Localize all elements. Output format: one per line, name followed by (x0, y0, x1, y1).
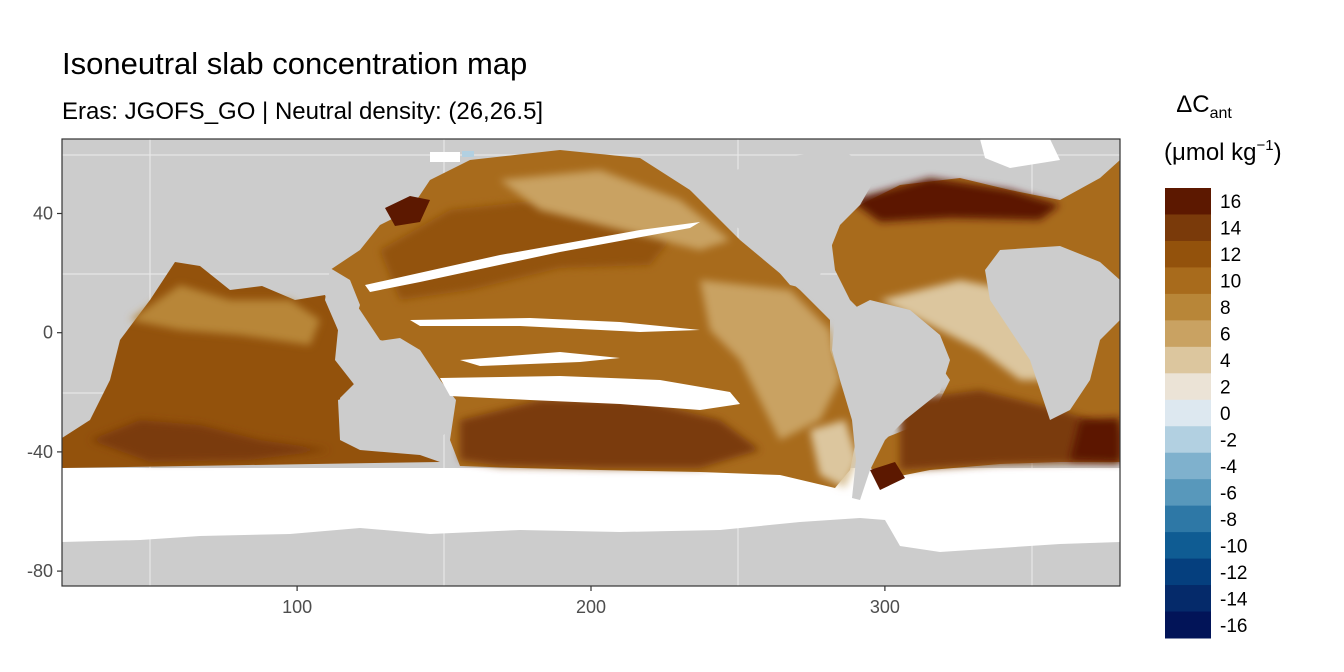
atlantic-south-deep (1070, 418, 1120, 462)
legend-label: -8 (1220, 510, 1237, 531)
legend-swatch (1165, 267, 1211, 295)
legend-unit-exp: −1 (1257, 137, 1274, 154)
y-tick-label: -80 (27, 561, 53, 581)
legend: ΔCant (μmol kg−1) 16 14 12 10 8 6 4 2 0 -2 -4 -6 -8 -… (1164, 91, 1282, 639)
y-tick-label: 40 (33, 204, 53, 224)
map-panel (62, 139, 1120, 586)
legend-swatch (1165, 532, 1211, 560)
legend-label: 12 (1220, 245, 1241, 266)
x-tick-label: 100 (282, 597, 312, 617)
legend-swatch (1165, 188, 1211, 215)
legend-swatch (1165, 505, 1211, 533)
chart-subtitle: Eras: JGOFS_GO | Neutral density: (26,26… (62, 98, 543, 125)
atlantic-south-dark (900, 390, 1120, 470)
legend-label: 4 (1220, 351, 1231, 372)
pacific-south-dark (460, 400, 760, 468)
legend-label: -2 (1220, 430, 1237, 451)
legend-bins: 16 14 12 10 8 6 4 2 0 -2 -4 -6 -8 -10 -12 -14 -16 (1165, 188, 1248, 639)
legend-label: -4 (1220, 457, 1237, 478)
legend-swatch (1165, 399, 1211, 427)
x-axis: 100 200 300 (282, 586, 900, 617)
legend-label: -16 (1220, 616, 1247, 637)
arctic-blue-spot (462, 151, 474, 157)
legend-label: 10 (1220, 272, 1241, 293)
arctic-spot (430, 152, 460, 162)
pacific-streak-4 (440, 376, 740, 410)
legend-swatch (1165, 240, 1211, 268)
pacific-streak-2 (410, 318, 700, 332)
maritime-continent (325, 268, 420, 362)
legend-label: 0 (1220, 404, 1231, 425)
y-axis: 40 0 -40 -80 (27, 204, 62, 581)
atlantic-falklands-dark (870, 462, 905, 490)
arctic-ice-patch (980, 139, 1060, 168)
japan-dark-patch (385, 196, 430, 226)
x-tick-label: 300 (870, 597, 900, 617)
pacific-east-light (700, 280, 840, 440)
legend-swatch (1165, 373, 1211, 401)
legend-swatch (1165, 214, 1211, 242)
legend-label: -10 (1220, 536, 1247, 557)
legend-label: 14 (1220, 219, 1242, 240)
atlantic-north-dark (850, 178, 1060, 222)
x-tick-label: 200 (576, 597, 606, 617)
legend-label: 16 (1220, 192, 1241, 213)
legend-title-main: ΔCant (1176, 91, 1232, 122)
legend-swatch (1165, 426, 1211, 454)
legend-label: 8 (1220, 298, 1231, 319)
legend-swatch (1165, 479, 1211, 507)
legend-swatch (1165, 346, 1211, 374)
south-america (832, 300, 950, 500)
legend-unit-close: ) (1274, 139, 1282, 166)
legend-label: -12 (1220, 563, 1247, 584)
legend-title-sub: ant (1210, 105, 1233, 122)
australia (340, 352, 450, 448)
pacific-streak-3 (460, 352, 620, 366)
y-tick-label: 0 (43, 323, 53, 343)
north-america (690, 150, 880, 290)
legend-swatch (1165, 611, 1211, 639)
chart-title: Isoneutral slab concentration map (62, 46, 527, 81)
legend-swatch (1165, 320, 1211, 348)
y-tick-label: -40 (27, 442, 53, 462)
pacific-streak-1 (365, 222, 700, 292)
legend-label: 2 (1220, 378, 1231, 399)
legend-swatch (1165, 293, 1211, 321)
africa (985, 246, 1120, 420)
legend-unit: (μmol kg−1) (1164, 137, 1282, 166)
legend-swatch (1165, 558, 1211, 586)
legend-swatch (1165, 452, 1211, 480)
indian-ocean-light (130, 285, 320, 345)
legend-label: -6 (1220, 483, 1237, 504)
pacific-southeast-pale (810, 420, 858, 488)
legend-label: 6 (1220, 325, 1231, 346)
indian-ocean-dark (90, 420, 330, 462)
legend-label: -14 (1220, 589, 1248, 610)
legend-swatch (1165, 585, 1211, 613)
